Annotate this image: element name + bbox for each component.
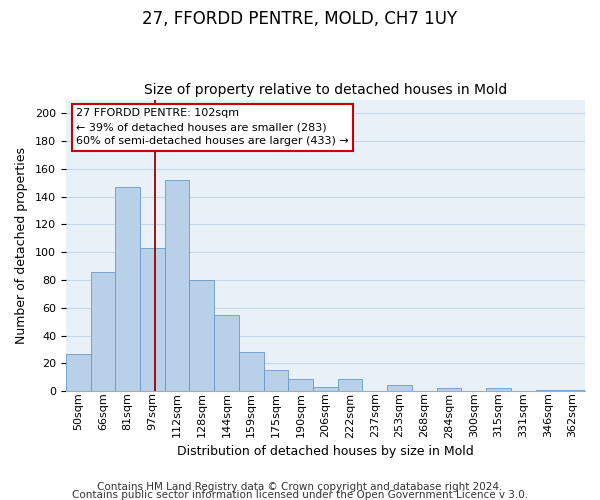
Bar xyxy=(214,314,239,391)
Bar xyxy=(66,354,91,391)
Text: Contains public sector information licensed under the Open Government Licence v : Contains public sector information licen… xyxy=(72,490,528,500)
Bar xyxy=(91,272,115,391)
Bar xyxy=(338,378,362,391)
Bar xyxy=(164,180,190,391)
Bar xyxy=(313,387,338,391)
Bar xyxy=(140,248,164,391)
Bar xyxy=(190,280,214,391)
Text: Contains HM Land Registry data © Crown copyright and database right 2024.: Contains HM Land Registry data © Crown c… xyxy=(97,482,503,492)
Bar xyxy=(560,390,585,391)
Bar xyxy=(115,187,140,391)
Y-axis label: Number of detached properties: Number of detached properties xyxy=(15,147,28,344)
X-axis label: Distribution of detached houses by size in Mold: Distribution of detached houses by size … xyxy=(177,444,474,458)
Bar xyxy=(486,388,511,391)
Bar xyxy=(239,352,263,391)
Title: Size of property relative to detached houses in Mold: Size of property relative to detached ho… xyxy=(144,83,507,97)
Bar xyxy=(387,386,412,391)
Bar xyxy=(536,390,560,391)
Bar xyxy=(437,388,461,391)
Bar xyxy=(289,378,313,391)
Text: 27, FFORDD PENTRE, MOLD, CH7 1UY: 27, FFORDD PENTRE, MOLD, CH7 1UY xyxy=(142,10,458,28)
Text: 27 FFORDD PENTRE: 102sqm
← 39% of detached houses are smaller (283)
60% of semi-: 27 FFORDD PENTRE: 102sqm ← 39% of detach… xyxy=(76,108,349,146)
Bar xyxy=(263,370,289,391)
